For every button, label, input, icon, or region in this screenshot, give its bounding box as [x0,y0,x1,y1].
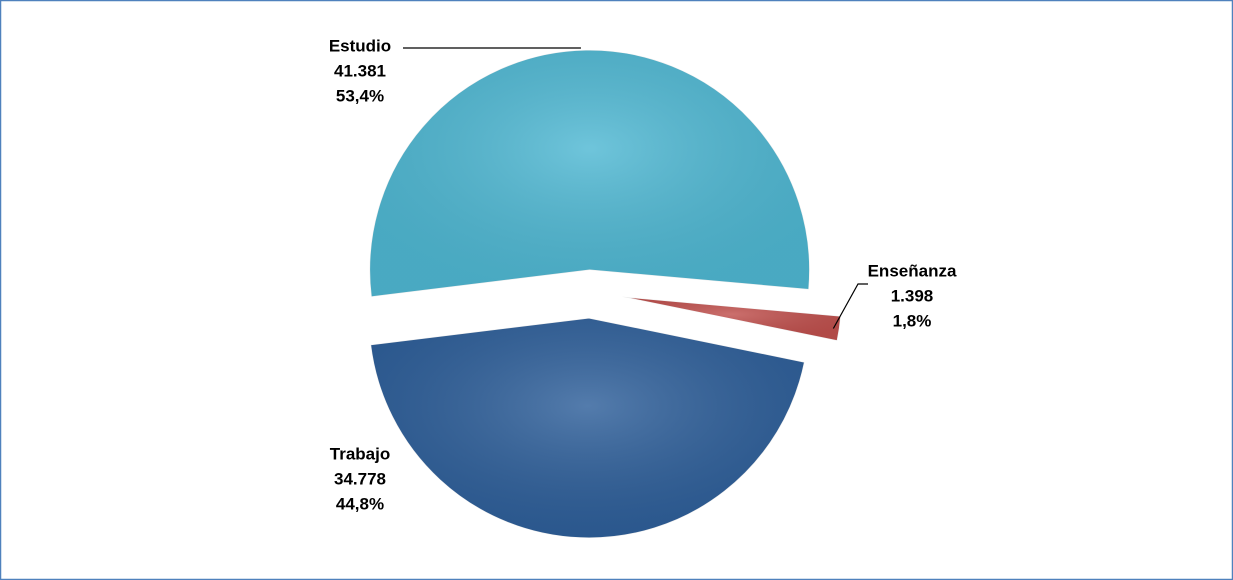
percent-label: 53,4% [336,86,384,105]
value-label: 1.398 [891,286,934,305]
value-label: 34.778 [334,469,386,488]
slice-label: Trabajo [330,444,390,463]
percent-label: 1,8% [893,311,932,330]
slice-label: Enseñanza [868,261,957,280]
leader-line [832,283,868,329]
percent-label: 44,8% [336,494,384,513]
value-label: 41.381 [334,61,386,80]
slice-label: Estudio [329,36,391,55]
